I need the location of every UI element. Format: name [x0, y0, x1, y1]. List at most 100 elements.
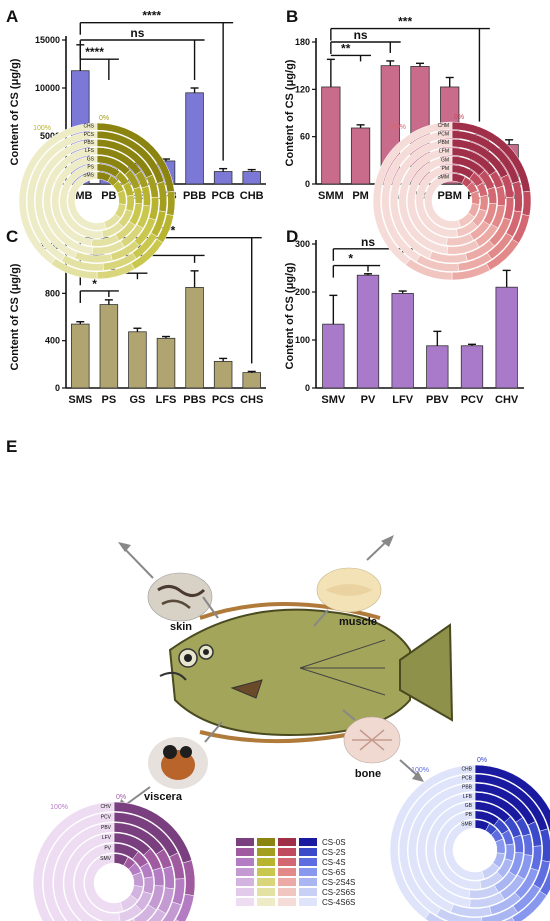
ring-segment: [162, 865, 175, 889]
ring-start-label: 0%: [477, 757, 487, 764]
ring-end-label: 100%: [33, 125, 51, 132]
ring-segment: [166, 190, 176, 216]
y-tick-label: 200: [295, 287, 310, 297]
category-label: GS: [129, 394, 145, 406]
panel-label-c: C: [6, 227, 18, 246]
legend-label: CS-2S: [322, 848, 346, 857]
fish-illustration: [159, 602, 454, 744]
ring-segment: [125, 194, 135, 212]
bar-gs: [128, 331, 147, 389]
ring-end-label: 100%: [50, 804, 68, 811]
ring-charts: SMS PS GS LFS PBS PCS CHS 0% 100% SMM PM GM LFM PBM PC…: [18, 114, 550, 921]
category-label: PS: [102, 394, 117, 406]
ring-segment: [67, 171, 107, 231]
ring-segment: [424, 173, 461, 229]
bar-smv: [322, 323, 345, 389]
ring-sample-label: PCM: [438, 132, 449, 138]
ring-sample-label: PBV: [101, 825, 112, 831]
legend-label: CS-0S: [322, 838, 346, 847]
ring-sample-label: SMM: [437, 174, 449, 180]
bar-pbs: [185, 287, 204, 389]
ring-segment: [74, 843, 121, 921]
skin-label: skin: [170, 621, 192, 633]
significance-label: *: [92, 277, 97, 291]
y-tick-label: 15000: [35, 35, 60, 45]
y-tick-label: 120: [295, 84, 310, 94]
legend-swatch-viscera: [236, 838, 254, 846]
ring-sample-label: CHS: [83, 124, 94, 130]
ring-segment: [117, 189, 127, 205]
category-label: CHB: [240, 190, 264, 202]
y-axis-title: Content of CS (μg/g): [9, 263, 21, 370]
bar-chv: [495, 286, 518, 389]
category-label: LFV: [392, 394, 413, 406]
ring-segment: [512, 834, 524, 854]
y-tick-label: 180: [295, 37, 310, 47]
y-tick-label: 0: [305, 383, 310, 393]
bar-pcb: [213, 171, 233, 185]
legend-swatch-bone: [299, 858, 317, 866]
significance-label: **: [133, 241, 143, 255]
ring-segment: [504, 843, 515, 862]
ring-sample-label: PBB: [462, 785, 473, 791]
category-label: PCV: [461, 394, 484, 406]
bar-smm: [321, 86, 341, 185]
y-tick-label: 800: [45, 288, 60, 298]
ring-sample-label: PS: [87, 164, 94, 170]
y-tick-label: 10000: [35, 83, 60, 93]
ring-segment: [161, 901, 182, 921]
color-legend: CS-0SCS-2SCS-4SCS-6SCS-2S4SCS-2S6SCS-4S6…: [236, 838, 355, 907]
y-tick-label: 0: [305, 179, 310, 189]
bar-pbv: [426, 345, 449, 389]
category-label: PB: [101, 190, 116, 202]
bar-ps: [99, 304, 119, 389]
ring-segment: [503, 917, 515, 921]
viscera-photo: [148, 737, 208, 789]
bone-photo: [343, 716, 401, 764]
chart-d: 0 100 200 300 Content of CS (μg/g) SMV PV LFV PB…: [284, 235, 524, 406]
y-tick-label: 5000: [40, 131, 60, 141]
category-label: PCB: [212, 190, 235, 202]
ring-segment: [26, 130, 98, 262]
ring-sample-label: CHV: [100, 804, 111, 810]
significance-label: *: [348, 252, 353, 266]
ring-start-label: 0%: [454, 114, 464, 121]
legend-swatch-bone: [299, 848, 317, 856]
ring-sample-label: CHM: [438, 123, 449, 129]
ring-segment: [407, 156, 453, 246]
y-axis-title: Content of CS (μg/g): [284, 59, 296, 166]
ring-segment: [474, 764, 550, 835]
ring-sample-label: PBM: [438, 140, 449, 146]
legend-swatch-muscle: [278, 868, 296, 876]
y-tick-label: 0: [55, 383, 60, 393]
ring-sample-label: PV: [104, 846, 111, 852]
ring-end-label: 100%: [388, 124, 406, 131]
legend-swatch-viscera: [236, 858, 254, 866]
legend-swatch-muscle: [278, 838, 296, 846]
legend-swatch-viscera: [236, 848, 254, 856]
legend-swatch-skin: [257, 888, 275, 896]
legend-swatch-muscle: [278, 858, 296, 866]
ring-skin: SMS PS GS LFS PBS PCS CHS 0% 100%: [18, 115, 176, 280]
ring-segment: [152, 867, 165, 887]
y-tick-label: 300: [295, 239, 310, 249]
legend-label: CS-4S: [322, 858, 346, 867]
ring-segment: [32, 801, 115, 921]
ring-segment: [522, 833, 533, 856]
legend-swatch-muscle: [278, 888, 296, 896]
legend-swatch-viscera: [236, 898, 254, 906]
category-label: PBV: [426, 394, 449, 406]
bar-pv: [356, 274, 380, 389]
ring-sample-label: GB: [465, 803, 473, 809]
ring-start-label: 0%: [116, 794, 126, 801]
panel-label-b: B: [286, 7, 298, 26]
ring-segment: [133, 904, 157, 921]
significance-label: ns: [130, 26, 144, 40]
bar-pbb: [185, 92, 204, 185]
ring-segment: [408, 783, 476, 913]
ring-segment: [51, 155, 98, 247]
ring-sample-label: SMB: [461, 821, 473, 827]
ring-viscera: SMV PV LFV PBV PCV CHV 0% 100%: [32, 794, 196, 921]
legend-swatch-skin: [257, 858, 275, 866]
